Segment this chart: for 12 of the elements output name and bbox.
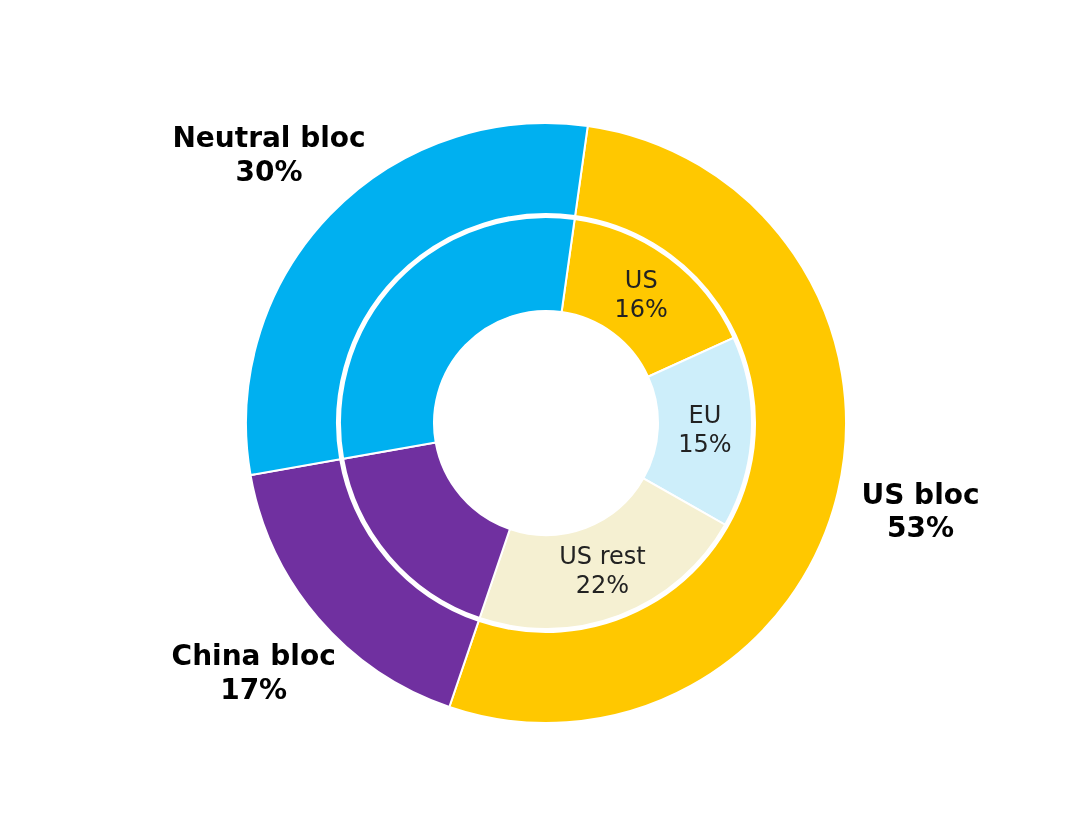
data-label: 15% bbox=[678, 429, 732, 458]
slice-label: China bloc bbox=[171, 639, 336, 673]
data-label: 17% bbox=[220, 672, 288, 706]
slice-label: EU bbox=[688, 401, 722, 430]
slice-label: US bloc bbox=[861, 477, 980, 511]
slice-label: US rest bbox=[559, 542, 646, 571]
data-label: 16% bbox=[614, 295, 668, 324]
data-label: 53% bbox=[887, 511, 955, 545]
slice-label: Neutral bloc bbox=[172, 121, 366, 155]
data-label: 30% bbox=[235, 154, 303, 188]
data-label: 22% bbox=[575, 571, 630, 600]
slice-label: US bbox=[624, 266, 658, 295]
